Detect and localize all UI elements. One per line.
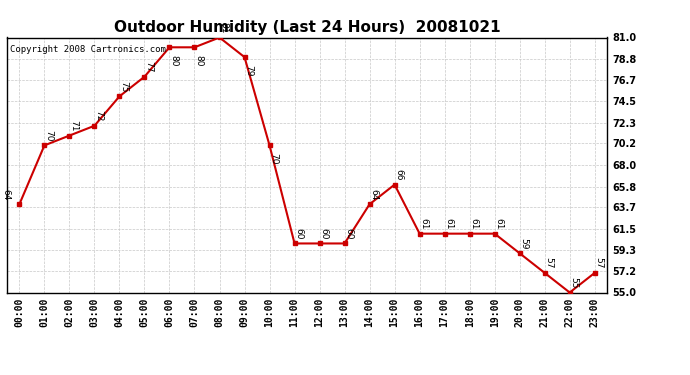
Text: 80: 80 [169, 55, 178, 67]
Text: 55: 55 [569, 277, 578, 288]
Text: 66: 66 [394, 169, 403, 180]
Text: 80: 80 [194, 55, 203, 67]
Text: Copyright 2008 Cartronics.com: Copyright 2008 Cartronics.com [10, 45, 166, 54]
Text: 60: 60 [319, 228, 328, 239]
Text: 60: 60 [344, 228, 353, 239]
Text: 61: 61 [494, 218, 503, 229]
Text: 70: 70 [44, 130, 53, 141]
Text: 64: 64 [1, 189, 10, 200]
Text: 70: 70 [269, 153, 278, 165]
Text: 79: 79 [244, 65, 253, 76]
Text: 60: 60 [294, 228, 303, 239]
Text: 77: 77 [144, 61, 153, 73]
Text: 59: 59 [520, 238, 529, 249]
Text: 57: 57 [594, 257, 603, 269]
Text: 72: 72 [94, 110, 103, 122]
Text: 61: 61 [444, 218, 453, 229]
Text: 61: 61 [420, 218, 428, 229]
Text: 75: 75 [119, 81, 128, 92]
Text: 57: 57 [544, 257, 553, 269]
Title: Outdoor Humidity (Last 24 Hours)  20081021: Outdoor Humidity (Last 24 Hours) 2008102… [114, 20, 500, 35]
Text: 81: 81 [219, 22, 228, 33]
Text: 64: 64 [369, 189, 378, 200]
Text: 61: 61 [469, 218, 478, 229]
Text: 71: 71 [69, 120, 78, 131]
